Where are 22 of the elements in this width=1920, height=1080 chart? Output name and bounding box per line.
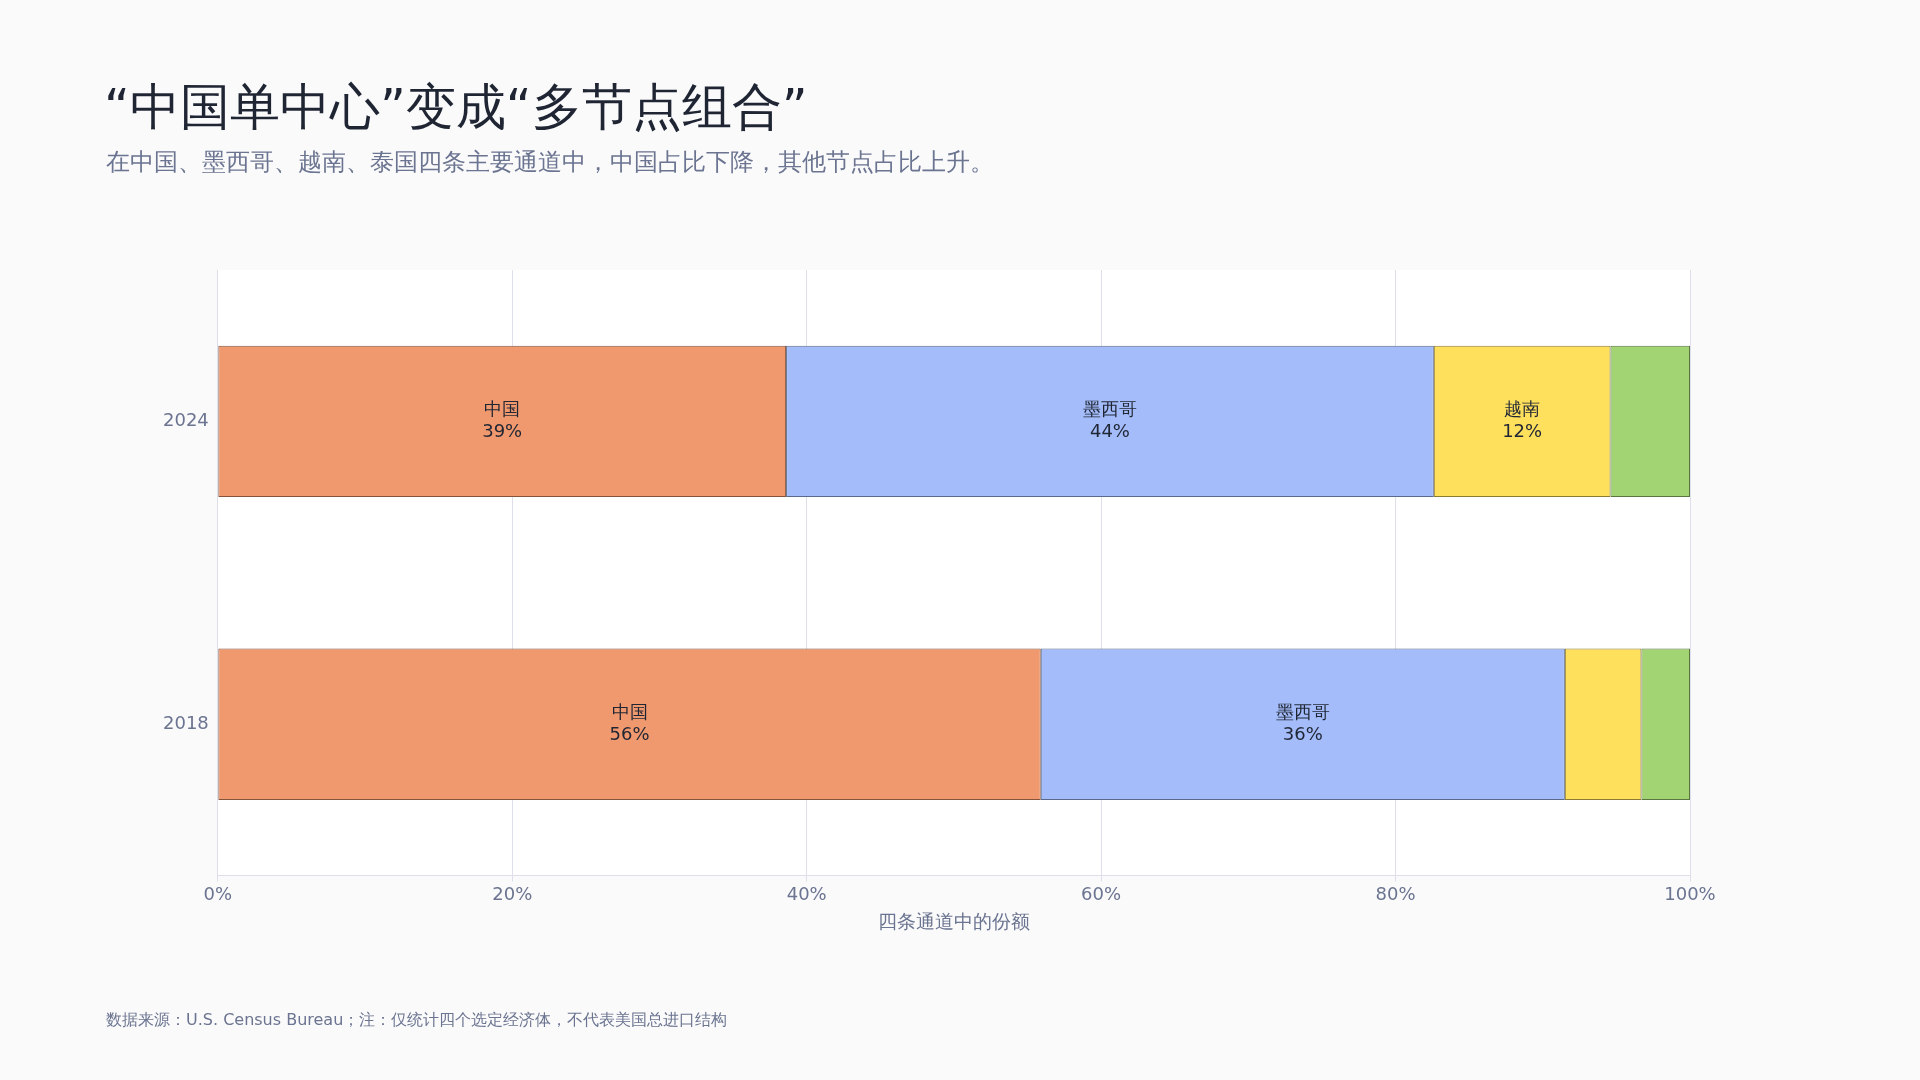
y-tick-label: 2018	[163, 711, 209, 733]
data-label: 39%	[482, 420, 523, 442]
x-tick-label: 100%	[1664, 883, 1716, 905]
data-label: 44%	[1089, 420, 1130, 442]
y-tick-label: 2024	[163, 409, 209, 431]
x-tick-label: 60%	[1081, 883, 1122, 905]
x-tick-label: 80%	[1375, 883, 1416, 905]
text: 墨西哥	[1275, 700, 1330, 722]
x-tick-label: 40%	[786, 883, 827, 905]
chart-title: “中国单中心”变成“多节点组合”	[104, 77, 808, 138]
data-label: 12%	[1502, 420, 1543, 442]
series-label: 中国	[484, 398, 521, 420]
chart-subtitle: 在中国、墨西哥、越南、泰国四条主要通道中，中国占比下降，其他节点占比上升。	[106, 147, 994, 178]
x-tick-label: 20%	[492, 883, 533, 905]
x-tick-label: 0%	[203, 883, 233, 905]
series-label: 墨西哥	[1082, 398, 1137, 420]
text: 中国	[611, 700, 648, 722]
x-axis-title: 四条通道中的份额	[877, 909, 1030, 932]
source-note: 数据来源：U.S. Census Bureau；注：仅统计四个选定经济体，不代表美国总进口结构	[106, 1010, 728, 1031]
data-label: 36%	[1282, 722, 1323, 744]
series-label: 越南	[1504, 398, 1541, 420]
data-label: 56%	[609, 722, 650, 744]
